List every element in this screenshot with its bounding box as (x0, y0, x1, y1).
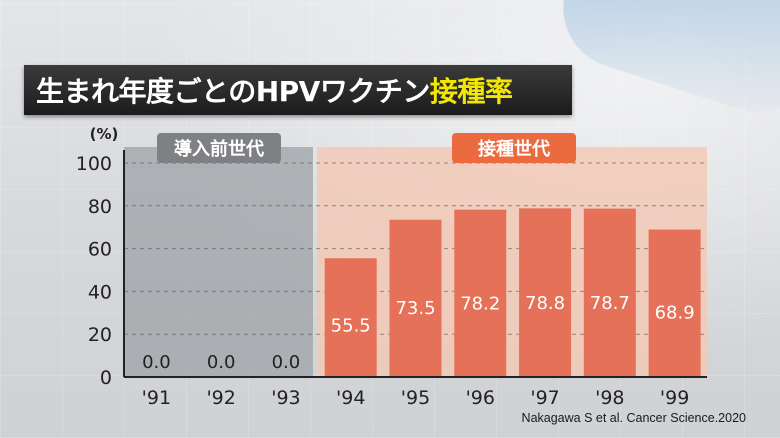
x-tick-label: '99 (660, 387, 689, 409)
x-ticks: '91 '92 '93 '94 '95 '96 '97 '98 '99 (142, 387, 690, 409)
data-labels: 0.0 0.0 0.0 55.5 73.5 78.2 78.8 78.7 68.9 (142, 293, 695, 373)
bar (519, 208, 572, 377)
pre-region (124, 147, 313, 377)
y-unit-label: (%) (90, 125, 119, 143)
data-label: 0.0 (142, 352, 171, 373)
x-tick-label: '97 (530, 387, 559, 409)
bars (324, 208, 701, 377)
y-tick-label: 100 (76, 153, 112, 175)
bar (583, 208, 636, 377)
data-label: 0.0 (272, 352, 301, 373)
bar (389, 219, 442, 377)
data-label: 78.7 (590, 293, 630, 314)
y-tick-label: 0 (100, 367, 112, 389)
bar (648, 229, 701, 377)
data-label: 78.2 (460, 294, 500, 315)
pre-region-badge (157, 133, 281, 163)
pre-region-label: 導入前世代 (174, 138, 264, 160)
bar (454, 209, 507, 377)
y-tick-label: 20 (88, 324, 112, 346)
bar (324, 258, 377, 377)
y-ticks: 0 20 40 60 80 100 (76, 153, 112, 389)
title-main: 生まれ年度ごとのHPVワクチン (36, 75, 430, 108)
x-tick-label: '96 (466, 387, 495, 409)
post-region-badge (452, 133, 576, 163)
x-tick-label: '94 (336, 387, 365, 409)
post-region (317, 147, 707, 377)
x-tick-label: '98 (595, 387, 624, 409)
y-tick-label: 60 (88, 239, 112, 261)
data-label: 55.5 (331, 316, 371, 337)
x-tick-label: '91 (142, 387, 171, 409)
x-tick-label: '95 (401, 387, 430, 409)
x-tick-label: '92 (206, 387, 235, 409)
data-label: 68.9 (655, 303, 695, 324)
source-citation: Nakagawa S et al. Cancer Science.2020 (521, 411, 746, 425)
data-label: 0.0 (207, 352, 236, 373)
x-tick-label: '93 (271, 387, 300, 409)
y-tick-label: 80 (88, 196, 112, 218)
post-region-label: 接種世代 (478, 138, 550, 160)
data-label: 78.8 (525, 293, 565, 314)
y-tick-label: 40 (88, 281, 112, 303)
data-label: 73.5 (395, 298, 435, 319)
title-bar: 生まれ年度ごとのHPVワクチン 接種率 (24, 65, 572, 115)
title-highlight: 接種率 (429, 75, 513, 108)
